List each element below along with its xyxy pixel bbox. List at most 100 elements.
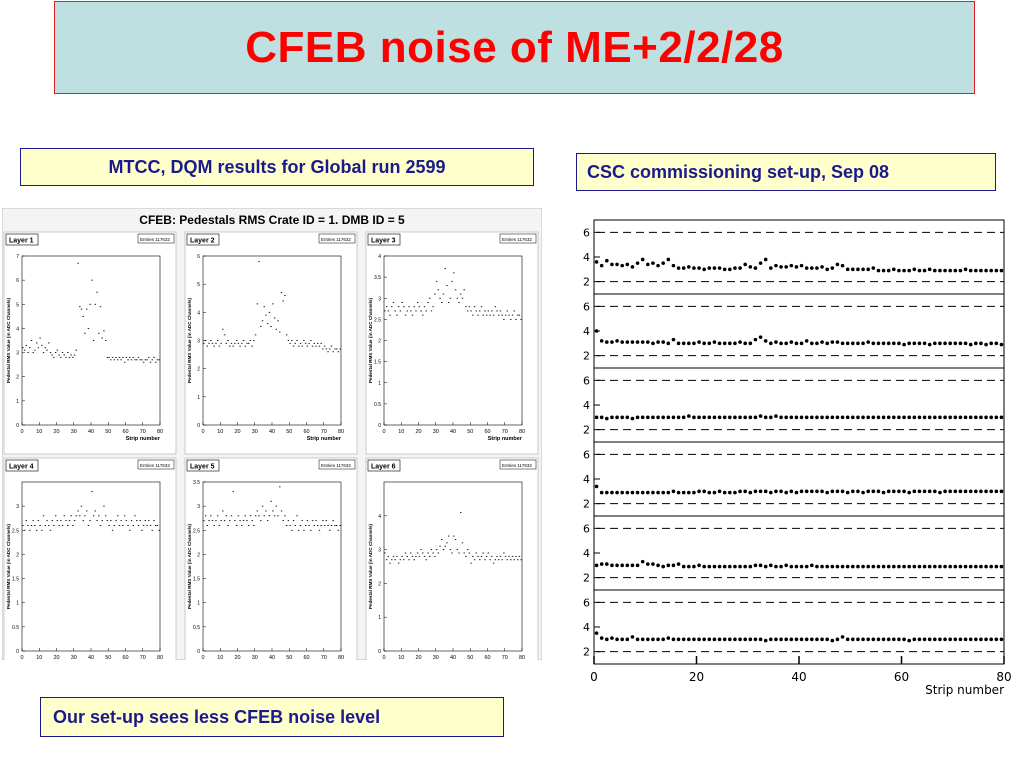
data-point — [984, 268, 988, 273]
data-point — [958, 415, 963, 420]
data-point — [702, 415, 706, 420]
x-tick-label: 20 — [415, 429, 421, 435]
data-point — [774, 263, 778, 268]
data-point — [943, 489, 947, 494]
data-point — [799, 489, 804, 494]
data-point — [984, 415, 988, 420]
data-point — [861, 637, 865, 642]
x-tick-label: 0 — [382, 655, 385, 660]
data-point — [753, 489, 758, 494]
strip-frame — [593, 367, 1005, 443]
x-axis-label: Strip number — [925, 683, 1004, 697]
data-point — [738, 564, 742, 569]
panel-name: Layer 6 — [371, 464, 396, 471]
data-point — [948, 268, 952, 273]
data-point — [958, 341, 963, 346]
data-point — [712, 490, 717, 495]
data-point — [840, 489, 845, 494]
data-point — [666, 490, 671, 495]
data-point — [651, 341, 655, 346]
entries-box — [137, 459, 175, 470]
data-point — [881, 268, 886, 273]
data-point — [897, 637, 901, 642]
data-point — [866, 415, 870, 420]
x-tick-label: 40 — [269, 655, 275, 660]
data-point — [933, 489, 937, 494]
data-point — [922, 341, 927, 346]
x-tick-label: 80 — [996, 670, 1011, 684]
x-tick-label: 80 — [338, 429, 344, 435]
y-tick-label: 0 — [378, 423, 381, 429]
data-point — [646, 490, 650, 495]
data-point — [779, 341, 783, 346]
y-tick-label: 2 — [378, 339, 381, 345]
data-point — [615, 339, 619, 343]
data-point — [974, 489, 978, 494]
data-point — [758, 489, 763, 494]
data-point — [661, 637, 665, 642]
data-point — [728, 564, 732, 569]
y-tick-label: 2 — [583, 646, 590, 659]
x-tick-label: 70 — [321, 429, 327, 435]
data-point — [810, 637, 814, 642]
data-point — [676, 415, 681, 420]
data-point — [748, 341, 753, 346]
data-point — [748, 415, 753, 420]
data-point — [922, 268, 927, 273]
data-point — [794, 637, 799, 642]
data-point — [845, 415, 850, 420]
y-tick-label: 2.5 — [193, 528, 200, 534]
x-tick-label: 50 — [467, 429, 473, 435]
data-point — [825, 490, 829, 495]
data-point — [599, 339, 604, 343]
data-point — [999, 268, 1004, 273]
data-point — [974, 564, 978, 569]
data-point — [794, 265, 799, 269]
data-point — [871, 637, 876, 642]
data-point — [640, 490, 645, 495]
data-point — [927, 415, 932, 420]
x-tick-label: 80 — [519, 429, 525, 435]
panel-name: Layer 5 — [190, 464, 215, 471]
data-point — [635, 415, 640, 420]
y-tick-label: 0.5 — [12, 625, 19, 631]
data-point — [681, 266, 686, 270]
strip-panel-6: 246Layer 6 — [583, 589, 1005, 665]
data-point — [728, 415, 732, 420]
data-point — [599, 562, 604, 566]
data-point — [620, 490, 624, 495]
data-point — [845, 564, 850, 569]
x-tick-label: 50 — [286, 655, 292, 660]
data-point — [856, 341, 860, 346]
data-point — [876, 341, 881, 346]
data-point — [594, 484, 599, 489]
data-point — [728, 267, 732, 272]
data-point — [656, 490, 660, 495]
data-point — [881, 341, 886, 346]
data-point — [953, 341, 958, 346]
data-point — [681, 415, 686, 420]
data-point — [774, 637, 778, 642]
csc-setup-label: CSC commissioning set-up, Sep 08 — [576, 153, 996, 191]
data-point — [820, 265, 824, 269]
x-tick-label: 20 — [415, 655, 421, 660]
strip-frame — [593, 441, 1005, 517]
data-point — [733, 415, 737, 420]
data-point — [625, 262, 630, 267]
data-point — [943, 564, 947, 569]
data-point — [717, 266, 722, 270]
data-point — [953, 415, 958, 420]
data-point — [912, 637, 917, 642]
data-point — [707, 490, 712, 495]
data-point — [840, 263, 845, 268]
data-point — [697, 266, 701, 270]
data-point — [963, 341, 968, 346]
strip-panel-2: 246Layer 2 — [583, 293, 1005, 369]
data-point — [917, 415, 922, 420]
data-point — [630, 563, 635, 568]
x-tick-label: 70 — [502, 655, 508, 660]
data-point — [897, 564, 901, 569]
data-point — [938, 415, 942, 420]
x-tick-label: 10 — [217, 429, 223, 435]
